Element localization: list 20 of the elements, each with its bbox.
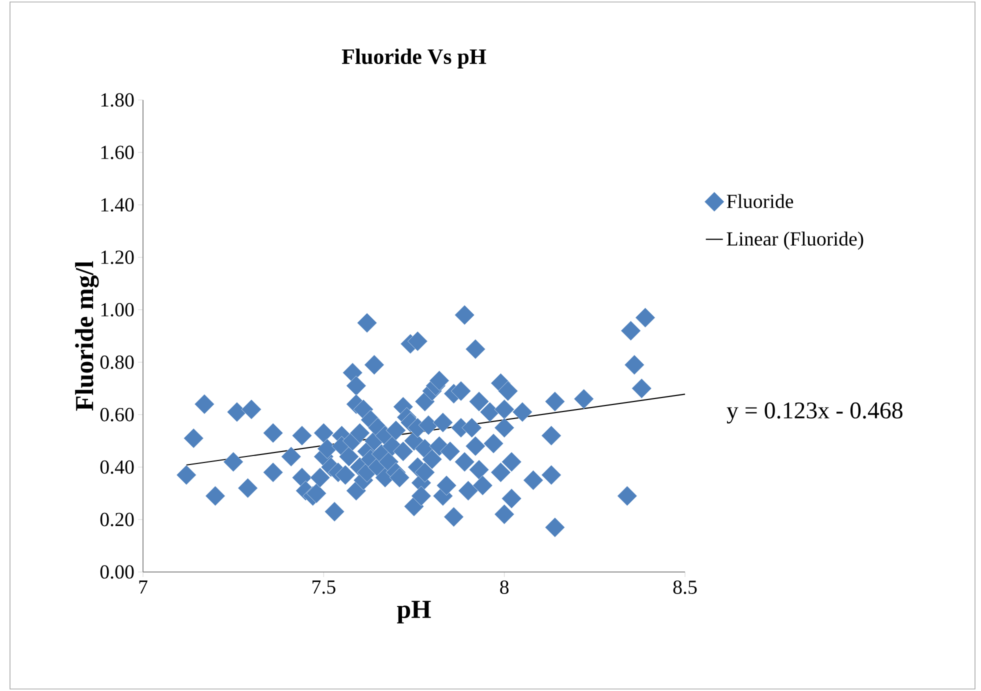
x-axis-title: pH [397,600,431,624]
y-tick-label: 0.20 [100,512,134,526]
x-tick-label: 7.5 [312,580,336,594]
y-tick-label: 1.40 [101,198,134,212]
x-tick-label: 7 [139,580,148,594]
y-tick-label: 1.20 [101,250,134,264]
x-tick-label: 8.5 [673,580,697,594]
y-tick-label: 0.60 [100,408,134,422]
y-tick-label: 1.00 [101,302,134,317]
text: y = 0.123x - 0.468 [726,402,902,424]
x-tick-label: 8 [500,580,509,594]
y-tick-label: 1.60 [101,146,134,160]
legend-label: Linear (Fluoride) [726,232,864,250]
y-tick-label: 1.80 [101,93,134,107]
y-axis-title: Fluoride mg/l [75,261,99,411]
chart-title: Fluoride Vs pH [342,48,486,68]
legend-label: Fluoride [726,194,794,208]
y-tick-label: 0.40 [100,460,134,474]
y-tick-label: 0.00 [100,565,134,579]
y-tick-label: 0.80 [100,355,134,369]
